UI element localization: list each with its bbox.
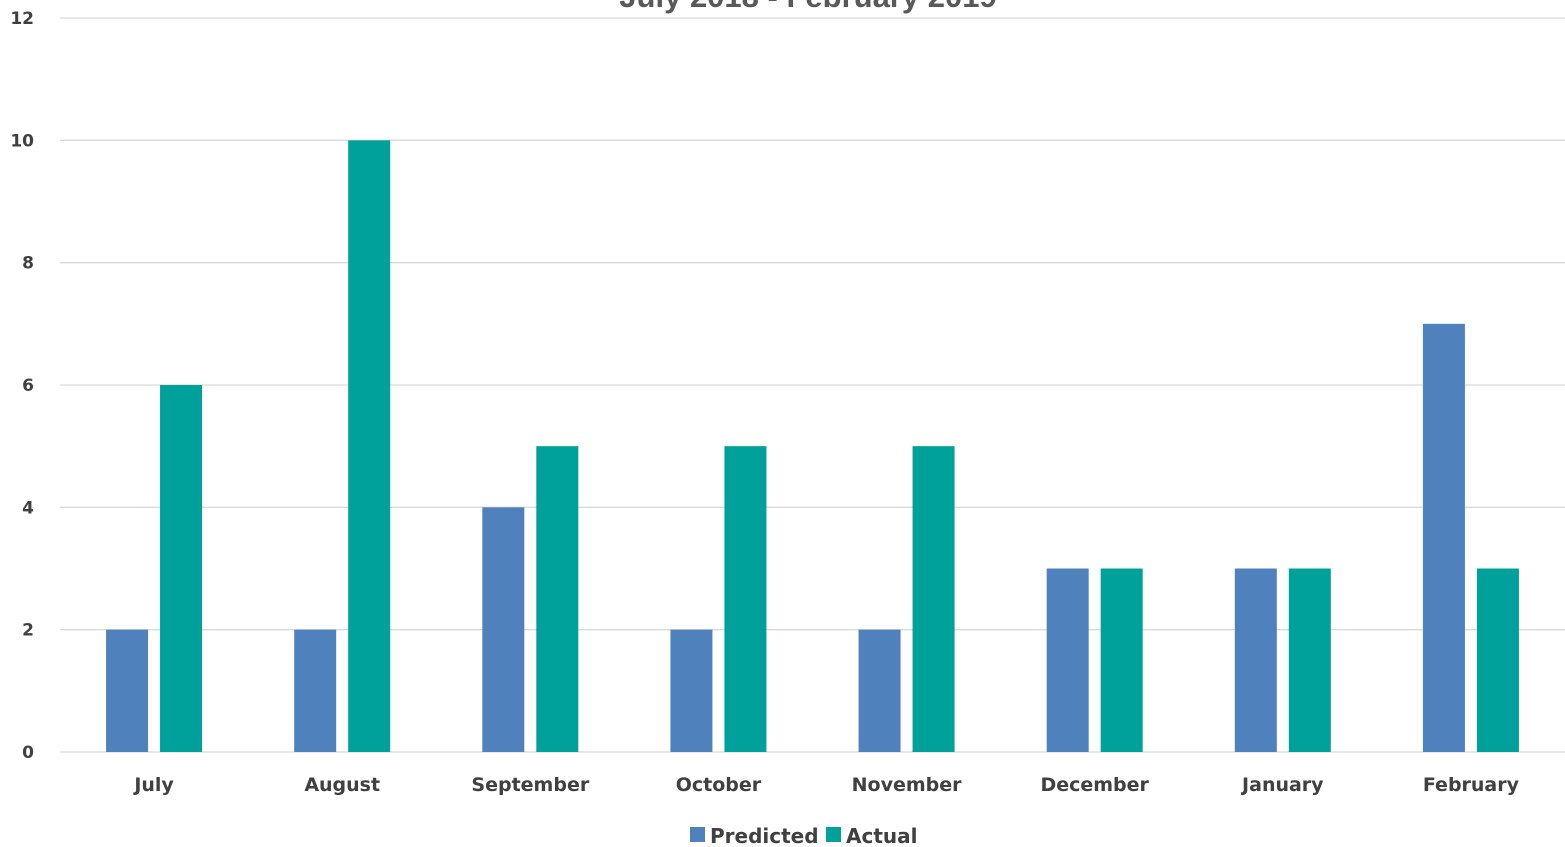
- legend-label-predicted: Predicted: [710, 824, 819, 847]
- x-tick-label: December: [1040, 774, 1149, 796]
- bar-predicted-august: [294, 629, 337, 752]
- legend-label-actual: Actual: [846, 824, 917, 847]
- y-tick-label: 0: [22, 743, 34, 763]
- bar-actual-november: [912, 446, 955, 752]
- x-tick-label: September: [471, 774, 589, 796]
- chart-title: July 2018 - February 2019: [619, 0, 996, 14]
- bar-actual-september: [536, 446, 579, 752]
- legend: Predicted Actual: [690, 824, 917, 847]
- legend-swatch-actual: [826, 827, 841, 842]
- bar-predicted-september: [482, 507, 525, 752]
- y-axis-ticks: 0 2 4 6 8 10 12: [10, 9, 34, 763]
- x-tick-label: January: [1240, 774, 1324, 796]
- bar-predicted-october: [670, 629, 713, 752]
- bar-actual-february: [1476, 568, 1519, 752]
- x-tick-label: November: [852, 774, 963, 796]
- y-tick-label: 6: [22, 376, 34, 396]
- y-tick-label: 4: [22, 498, 34, 518]
- bar-predicted-february: [1422, 323, 1465, 752]
- bars: [106, 140, 1519, 753]
- x-tick-label: October: [676, 774, 762, 796]
- bar-actual-october: [724, 446, 767, 752]
- y-tick-label: 8: [22, 254, 34, 274]
- y-tick-label: 12: [10, 9, 34, 29]
- y-tick-label: 10: [10, 131, 34, 151]
- x-tick-label: July: [132, 774, 174, 796]
- legend-swatch-predicted: [690, 827, 705, 842]
- x-axis-ticks: July August September October November Decemb…: [132, 774, 1519, 796]
- x-tick-label: August: [304, 774, 380, 796]
- bar-actual-july: [160, 385, 203, 752]
- bar-actual-august: [348, 140, 391, 753]
- bar-predicted-july: [106, 629, 149, 752]
- gridlines: [60, 17, 1565, 753]
- bar-actual-december: [1100, 568, 1143, 752]
- bar-predicted-december: [1046, 568, 1089, 752]
- bar-actual-january: [1288, 568, 1331, 752]
- bar-predicted-january: [1234, 568, 1277, 752]
- x-tick-label: February: [1423, 774, 1520, 796]
- y-tick-label: 2: [22, 621, 34, 641]
- bar-predicted-november: [858, 629, 901, 752]
